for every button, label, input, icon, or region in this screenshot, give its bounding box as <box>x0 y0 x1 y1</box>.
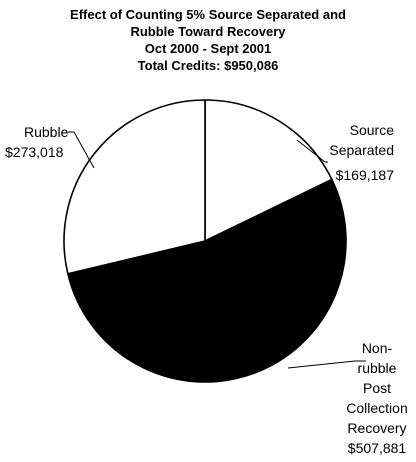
slice-label-non-rubble-line-3: Post <box>362 380 391 396</box>
chart-title-line-2: Rubble Toward Recovery <box>130 24 286 39</box>
leader-line-rubble <box>68 131 95 169</box>
slice-label-non-rubble-line-1: Non- <box>361 340 393 356</box>
leader-lines <box>68 131 366 369</box>
chart-title: Effect of Counting 5% Source Separated a… <box>0 6 416 74</box>
chart-title-line-3: Oct 2000 - Sept 2001 <box>144 41 272 56</box>
slice-label-non-rubble-line-2: rubble <box>357 360 397 376</box>
pie-slices <box>63 99 347 383</box>
slice-label-source-separated: Source Separated $169,187 <box>329 120 394 185</box>
slice-value-rubble: $273,018 <box>5 144 64 160</box>
slice-value-non-rubble: $507,881 <box>347 440 407 456</box>
leader-line-source-separated <box>296 139 328 163</box>
slice-label-non-rubble: Non- rubble Post Collection Recovery $50… <box>338 338 416 458</box>
chart-title-line-4: Total Credits: $950,086 <box>137 58 279 73</box>
slice-label-source-separated-line-2: Separated <box>329 142 394 158</box>
slice-non-rubble <box>67 178 347 383</box>
chart-title-line-1: Effect of Counting 5% Source Separated a… <box>70 7 346 22</box>
slice-label-non-rubble-line-4: Collection <box>346 400 408 416</box>
slice-label-non-rubble-line-5: Recovery <box>347 420 407 436</box>
slice-value-source-separated: $169,187 <box>335 167 394 183</box>
leader-line-non-rubble <box>287 360 366 369</box>
slice-label-rubble-line-1: Rubble <box>24 124 69 140</box>
slice-label-source-separated-line-1: Source <box>349 122 394 138</box>
slice-label-rubble: Rubble $273,018 <box>5 122 68 162</box>
slice-rubble <box>63 99 206 275</box>
slice-source-separated <box>204 99 333 242</box>
